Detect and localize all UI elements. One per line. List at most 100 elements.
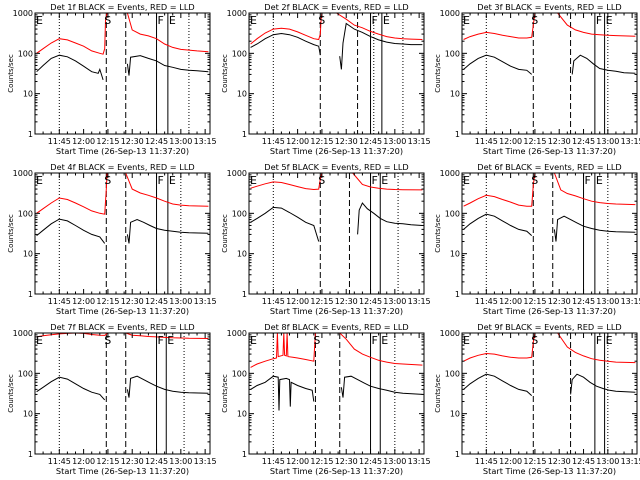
x-tick-label: 12:00 (72, 457, 95, 466)
events-series-line (463, 373, 533, 396)
events-series-line (570, 373, 636, 395)
x-tick-label: 13:15 (621, 457, 640, 466)
lld-series-line (352, 172, 423, 191)
marker-label-s: S (318, 174, 325, 187)
y-axis-label: Counts/sec (434, 214, 442, 253)
marker-label-e: E (463, 174, 470, 187)
x-tick-label: 12:15 (310, 457, 333, 466)
x-tick-label: 12:45 (572, 137, 595, 146)
x-tick-label: 12:00 (286, 137, 309, 146)
x-tick-label: 13:15 (408, 137, 431, 146)
marker-label-e: E (381, 174, 388, 187)
x-axis-label: Start Time (26-Sep-13 11:37:20) (56, 466, 189, 476)
lld-series-line (557, 332, 636, 364)
events-series-line (250, 32, 321, 56)
y-tick-label: 100 (445, 209, 460, 218)
plot-frame (34, 12, 211, 135)
marker-label-s: S (531, 334, 538, 347)
x-tick-label: 12:30 (548, 457, 571, 466)
events-series-line (339, 22, 423, 70)
x-tick-label: 12:45 (359, 457, 382, 466)
x-tick-label: 13:00 (596, 137, 619, 146)
y-tick-label: 100 (18, 49, 33, 58)
y-tick-label: 1000 (13, 169, 33, 178)
marker-label-f: F (372, 14, 378, 27)
plot-title: Det 7f BLACK = Events, RED = LLD (50, 322, 194, 332)
x-tick-label: 11:45 (262, 457, 285, 466)
y-tick-label: 10 (450, 90, 460, 99)
x-tick-label: 11:45 (48, 457, 71, 466)
y-tick-label: 1000 (227, 9, 247, 18)
marker-label-e: E (606, 14, 613, 27)
y-tick-label: 10 (450, 410, 460, 419)
events-series-line (463, 213, 533, 236)
x-tick-label: 13:00 (383, 297, 406, 306)
events-series-line (553, 215, 636, 242)
events-series-line (250, 375, 315, 411)
y-tick-label: 1 (28, 450, 33, 459)
marker-label-f: F (158, 334, 164, 347)
x-tick-label: 13:00 (596, 297, 619, 306)
y-tick-label: 1 (455, 130, 460, 139)
x-tick-label: 12:00 (72, 137, 95, 146)
lld-series-line (36, 332, 109, 338)
events-series-line (36, 218, 106, 244)
y-tick-label: 100 (232, 209, 247, 218)
y-tick-label: 10 (237, 90, 247, 99)
plot-panel-4: Det 4f BLACK = Events, RED = LLD 1 10 100 10… (7, 162, 217, 316)
marker-label-f: F (372, 334, 378, 347)
y-axis-label: Counts/sec (7, 374, 15, 413)
y-tick-label: 100 (232, 49, 247, 58)
y-tick-label: 10 (23, 250, 33, 259)
x-tick-label: 12:30 (335, 457, 358, 466)
y-tick-label: 100 (18, 209, 33, 218)
x-tick-label: 12:15 (523, 457, 546, 466)
x-tick-label: 12:30 (121, 297, 144, 306)
y-tick-label: 10 (23, 410, 33, 419)
plot-frame (461, 332, 638, 455)
plot-frame (248, 12, 425, 135)
y-tick-label: 100 (445, 369, 460, 378)
x-tick-label: 13:15 (194, 137, 217, 146)
marker-label-e: E (250, 14, 257, 27)
marker-label-e: E (250, 174, 257, 187)
plot-panel-6: Det 6f BLACK = Events, RED = LLD 1 10 100 10… (434, 162, 640, 316)
marker-label-s: S (531, 174, 538, 187)
y-tick-label: 1 (242, 450, 247, 459)
marker-label-s: S (104, 334, 111, 347)
marker-label-f: F (158, 174, 164, 187)
x-tick-label: 12:15 (310, 137, 333, 146)
marker-label-e: E (606, 334, 613, 347)
lld-series-line (250, 172, 323, 191)
events-series-line (126, 375, 209, 398)
lld-series-line (36, 12, 108, 55)
y-tick-label: 1 (28, 130, 33, 139)
x-axis-label: Start Time (26-Sep-13 11:37:20) (270, 146, 403, 156)
y-axis-label: Counts/sec (221, 214, 229, 253)
y-tick-label: 1 (242, 290, 247, 299)
x-tick-label: 12:45 (359, 297, 382, 306)
plot-frame (461, 172, 638, 295)
plot-frame (248, 332, 425, 455)
marker-label-f: F (158, 14, 164, 27)
events-series-line (357, 202, 423, 235)
marker-label-e: E (36, 334, 43, 347)
plot-title: Det 3f BLACK = Events, RED = LLD (477, 2, 621, 12)
y-axis-label: Counts/sec (7, 54, 15, 93)
y-axis-label: Counts/sec (434, 374, 442, 413)
events-series-line (126, 55, 209, 76)
plot-frame (34, 332, 211, 455)
y-tick-label: 1000 (227, 329, 247, 338)
lld-series-line (125, 172, 209, 207)
lld-series-line (250, 12, 323, 45)
y-tick-label: 1 (242, 130, 247, 139)
y-tick-label: 1000 (440, 169, 460, 178)
plot-frame (461, 12, 638, 135)
marker-label-s: S (318, 14, 325, 27)
plot-panel-7: Det 7f BLACK = Events, RED = LLD 1 10 100 10… (7, 322, 217, 476)
events-series-line (126, 219, 209, 244)
x-tick-label: 12:30 (335, 297, 358, 306)
plot-title: Det 4f BLACK = Events, RED = LLD (50, 162, 194, 172)
x-tick-label: 12:45 (572, 297, 595, 306)
